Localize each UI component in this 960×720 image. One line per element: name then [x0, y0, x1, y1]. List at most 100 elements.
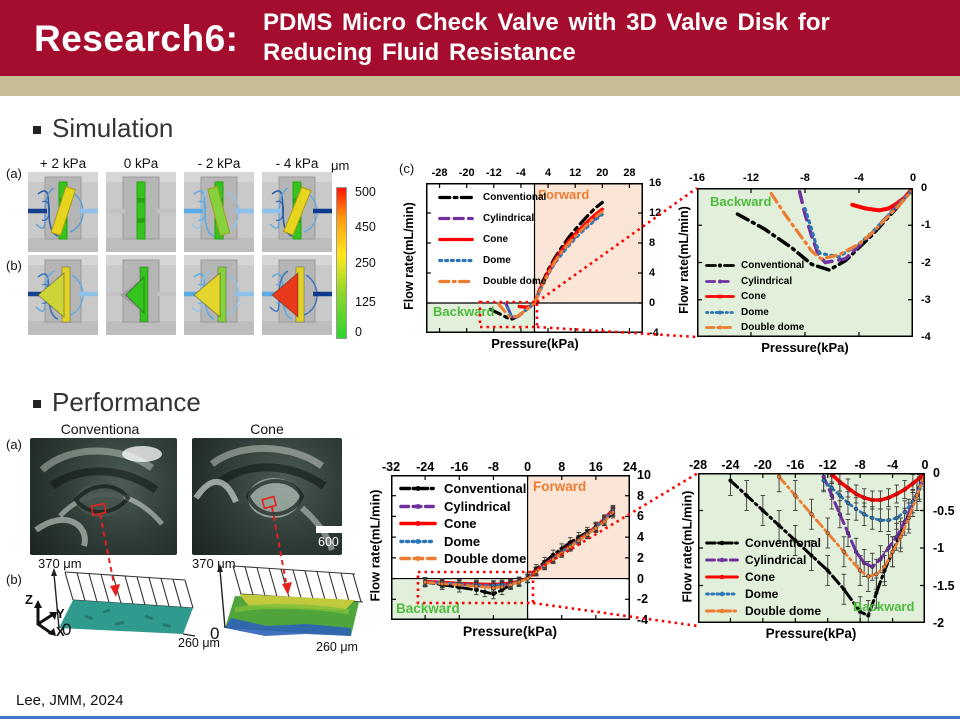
legend-item: Cone	[705, 291, 804, 302]
simulation-image-b4	[262, 255, 332, 335]
legend-label: Cone	[745, 570, 775, 584]
legend-item: Dome	[399, 534, 526, 549]
x-tick-label: 0	[909, 172, 917, 184]
legend-item: Cylindrical	[705, 553, 821, 567]
x-tick-label: 24	[623, 460, 637, 474]
x-tick-label: -8	[854, 458, 866, 472]
legend: Conventional Cylindrical Cone Dome Double do…	[705, 260, 804, 333]
x-tick-label: -12	[818, 458, 837, 472]
y-tick-label: -4	[921, 331, 931, 343]
surface-height-label: 370 μm	[192, 556, 236, 571]
legend-item: Double dome	[705, 604, 821, 618]
y-axis-label: Flow rate(mL/min)	[679, 490, 695, 603]
x-tick-label: -20	[753, 458, 772, 472]
legend-label: Cone	[444, 516, 477, 531]
x-tick-label: -16	[689, 172, 705, 184]
header: Research6: PDMS Micro Check Valve with 3…	[0, 0, 960, 76]
y-tick-label: 4	[637, 530, 644, 545]
x-axis-ticks: -28 -24 -20 -16 -12 -8 -4 0	[689, 458, 929, 472]
sim-panel-b-label: (b)	[6, 258, 22, 273]
y-tick-label: 8	[649, 237, 656, 249]
legend-item: Dome	[705, 587, 821, 601]
sim-panel-c-label: (c)	[399, 161, 415, 176]
y-tick-label: -0.5	[933, 503, 955, 518]
legend: Conventional Cylindrical Cone Dome Double do…	[438, 192, 546, 287]
legend-label: Conventional	[745, 536, 822, 550]
forward-region-label: Forward	[533, 479, 587, 494]
x-tick-label: -4	[887, 458, 899, 472]
legend-item: Conventional	[705, 536, 821, 550]
page-title-line2: Reducing Fluid Resistance	[263, 39, 576, 66]
section-simulation-heading: Simulation	[52, 113, 174, 143]
x-tick-label: 16	[588, 460, 603, 474]
legend: Conventional Cylindrical Cone Dome Double do…	[705, 536, 821, 618]
y-tick-label: -2	[637, 592, 649, 607]
image-label-conventional: Conventiona	[60, 421, 140, 437]
y-axis-ticks: 0 -0.5 -1 -1.5 -2	[933, 466, 960, 630]
x-axis-label: Pressure(kPa)	[761, 340, 849, 355]
bullet-icon	[33, 126, 41, 134]
x-tick-label: 0	[524, 460, 532, 474]
y-axis-ticks: 0 -1 -2 -3 -4	[921, 182, 947, 343]
legend-label: Dome	[444, 533, 481, 549]
y-tick-label: 10	[637, 468, 651, 482]
legend-label: Cylindrical	[444, 498, 511, 514]
x-tick-label: -32	[381, 460, 401, 474]
research-badge: Research6:	[34, 18, 239, 59]
x-tick-label: -28	[431, 167, 448, 179]
backward-region-label: Backward	[433, 304, 495, 319]
y-axis-label: Flow rate(mL/min)	[677, 206, 691, 314]
legend-item: Conventional	[438, 192, 546, 203]
y-tick-label: -1.5	[933, 578, 955, 593]
x-axis-ticks: -28 -20 -12 -4 4 12 20 28	[426, 167, 643, 179]
x-axis-ticks: -32 -24 -16 -8 0 8 16 24	[382, 460, 637, 474]
perf-panel-a-label: (a)	[6, 437, 22, 452]
y-tick-label: 4	[649, 267, 656, 279]
legend-label: Conventional	[444, 481, 527, 496]
surface-width-label: 260 μm	[316, 640, 358, 654]
image-label-cone: Cone	[250, 421, 284, 437]
y-tick-label: -2	[921, 256, 931, 269]
citation: Lee, JMM, 2024	[16, 692, 124, 709]
y-tick-label: -4	[637, 613, 649, 627]
legend-item: Conventional	[705, 260, 804, 271]
legend-item: Cone	[399, 516, 526, 531]
x-tick-label: -4	[854, 172, 864, 184]
legend-label: Cylindrical	[741, 275, 793, 287]
xyz-axis-icon	[34, 600, 57, 636]
x-tick-label: -24	[416, 460, 435, 474]
y-axis-label: Flow rate(mL/min)	[367, 489, 383, 602]
x-tick-label: -12	[485, 167, 502, 179]
legend-label: Dome	[741, 306, 769, 318]
page-title: PDMS Micro Check Valve with 3D Valve Dis…	[263, 8, 943, 68]
pressure-label: - 4 kPa	[275, 156, 319, 171]
x-tick-label: -28	[688, 458, 708, 472]
axis-z-label: Z	[25, 592, 33, 607]
surface-height-label: 370 μm	[38, 556, 82, 571]
y-tick-label: 0	[637, 571, 644, 586]
simulation-image-b1	[28, 255, 98, 335]
legend-label: Cone	[483, 234, 508, 245]
x-axis-label: Pressure(kPa)	[765, 626, 857, 641]
legend-label: Cylindrical	[745, 553, 807, 567]
surface-origin-label: 0	[210, 624, 220, 643]
x-tick-label: 4	[545, 167, 552, 179]
header-divider-bar	[0, 76, 960, 96]
legend-item: Double dome	[399, 551, 526, 566]
legend-item: Dome	[438, 255, 546, 266]
legend-item: Cylindrical	[399, 499, 526, 514]
y-tick-label: 6	[637, 509, 644, 524]
pressure-label: - 2 kPa	[197, 156, 241, 171]
surface-width-label: 260 μm	[178, 636, 220, 650]
legend-item: Double dome	[438, 276, 546, 287]
x-tick-label: 12	[569, 167, 582, 179]
x-axis-label: Pressure(kPa)	[462, 623, 558, 639]
y-tick-label: 12	[649, 207, 662, 219]
y-tick-label: -1	[933, 541, 945, 555]
x-axis-label: Pressure(kPa)	[491, 336, 579, 351]
surface-plot-cone	[217, 564, 364, 636]
colorbar-tick: 450	[355, 220, 376, 234]
y-axis-ticks: 16 12 8 4 0 -4	[649, 177, 675, 339]
colorbar	[336, 187, 347, 339]
